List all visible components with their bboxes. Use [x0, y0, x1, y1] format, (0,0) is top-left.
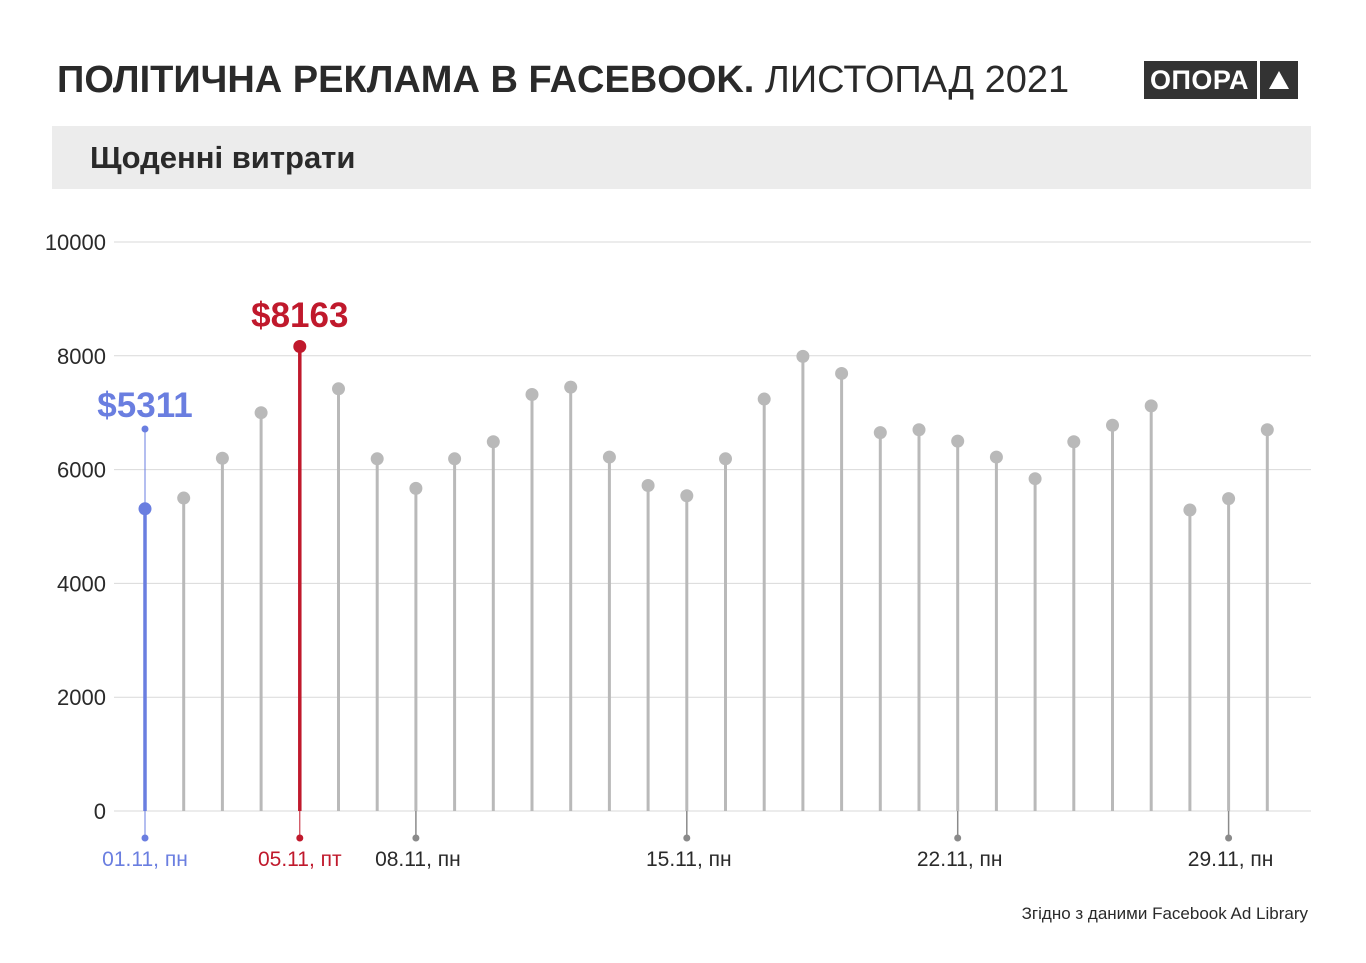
x-tick-label: 05.11, пт [258, 848, 342, 871]
lollipop-point [177, 491, 191, 505]
lollipop-point [215, 451, 229, 465]
y-tick-label: 10000 [45, 230, 106, 255]
annotation-leader-dot [141, 425, 149, 433]
subtitle-bar: Щоденні витрати [52, 126, 1311, 189]
lollipop-point [602, 450, 616, 464]
lollipop-point [409, 481, 423, 495]
lollipop-point [989, 450, 1003, 464]
lollipop-point [1067, 435, 1081, 449]
y-tick-label: 4000 [57, 571, 106, 596]
lollipop-point [293, 340, 307, 354]
lollipop-point [641, 479, 655, 493]
triangle-up-icon [1260, 61, 1299, 99]
lollipop-point [1106, 418, 1119, 432]
data-label: $5311 [97, 386, 192, 425]
lollipop-point [448, 452, 462, 466]
lollipop-point [525, 387, 539, 401]
x-tick-label: 15.11, пн [646, 848, 732, 871]
title-bold: ПОЛІТИЧНА РЕКЛАМА В FACEBOOK. [57, 59, 755, 101]
y-tick-label: 2000 [57, 685, 106, 710]
lollipop-point [1028, 472, 1042, 486]
opora-logo: ОПОРА [1144, 61, 1299, 99]
lollipop-point [757, 392, 771, 406]
lollipop-point [835, 366, 849, 380]
x-tick-label: 29.11, пн [1188, 848, 1274, 871]
x-tick-dot [296, 834, 304, 842]
x-tick-dot [141, 834, 149, 842]
source-note: Згідно з даними Facebook Ad Library [1021, 904, 1308, 923]
lollipop-point [564, 380, 578, 394]
y-tick-label: 8000 [57, 344, 106, 369]
data-label: $8163 [251, 296, 348, 335]
lollipop-point [332, 382, 345, 396]
chart-subtitle: Щоденні витрати [90, 140, 356, 175]
x-tick-label: 08.11, пн [375, 848, 461, 871]
lollipop-point [1260, 423, 1274, 437]
x-tick-dot [1225, 834, 1233, 842]
x-tick-label: 01.11, пн [102, 848, 188, 871]
y-tick-label: 6000 [57, 458, 106, 483]
lollipop-point [1183, 503, 1197, 517]
lollipop-point [719, 452, 732, 466]
lollipop-point [1144, 399, 1158, 413]
lollipop-point [1222, 492, 1236, 506]
y-tick-label: 0 [94, 799, 106, 824]
x-tick-dot [683, 834, 691, 842]
lollipop-point [912, 423, 926, 437]
title-light: ЛИСТОПАД 2021 [764, 59, 1070, 101]
lollipop-point [680, 489, 694, 503]
lollipop-point [486, 435, 500, 449]
lollipop-point [873, 426, 887, 440]
chart-title: ПОЛІТИЧНА РЕКЛАМА В FACEBOOK. ЛИСТОПАД 2… [57, 56, 1069, 104]
lollipop-point [370, 452, 384, 466]
logo-text: ОПОРА [1144, 61, 1258, 99]
x-tick-dot [954, 834, 962, 842]
x-tick-label: 22.11, пн [917, 848, 1003, 871]
lollipop-point [254, 406, 268, 420]
lollipop-point [796, 349, 810, 363]
lollipop-point [951, 434, 965, 448]
x-tick-dot [412, 834, 420, 842]
